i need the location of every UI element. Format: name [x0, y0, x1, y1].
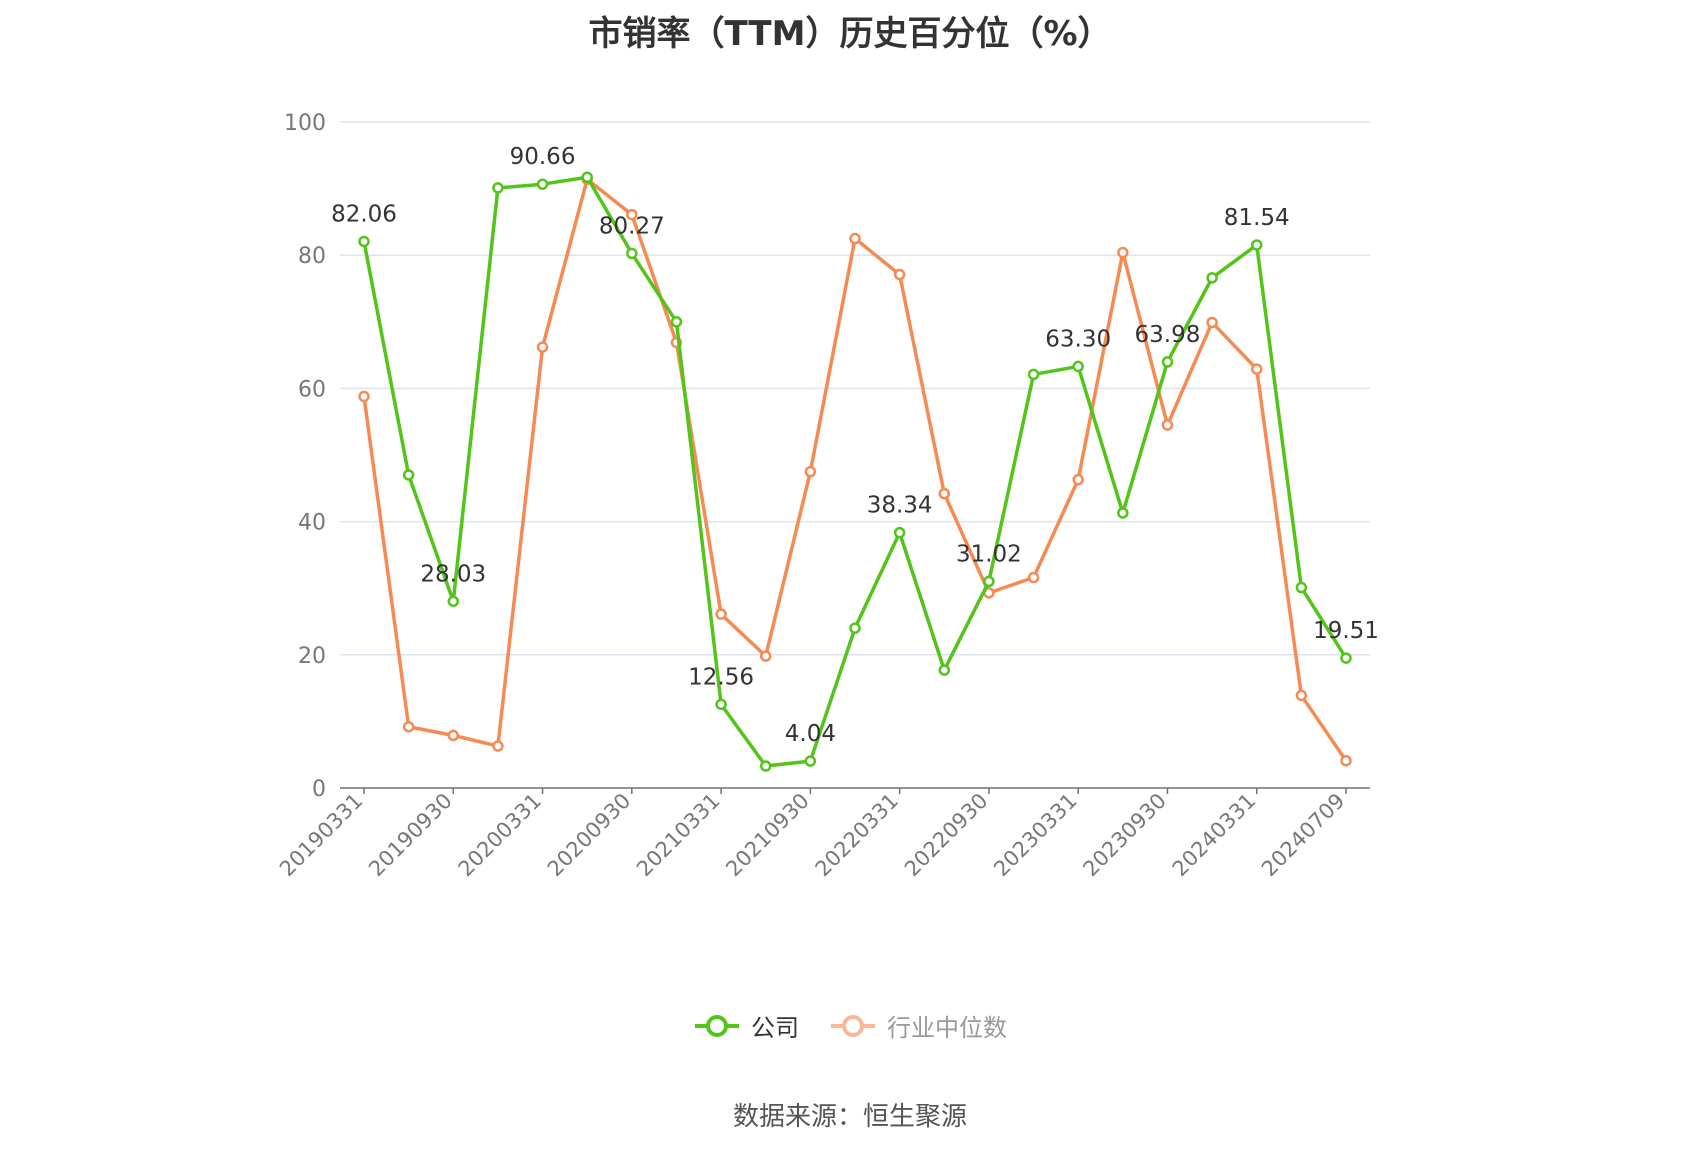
company-point: [759, 760, 772, 772]
legend-industry-label: 行业中位数: [887, 1014, 1007, 1042]
y-tick-label: 20: [298, 644, 326, 669]
axes: 0 20 40 60 80 100 2019033120190930202003312020…: [275, 111, 1370, 881]
legend-industry-marker-icon: [831, 1014, 875, 1037]
company-point: [670, 316, 683, 328]
company-point: [1206, 272, 1218, 284]
data-label: 63.98: [1135, 322, 1201, 348]
data-label: 12.56: [688, 664, 754, 690]
line-chart: 0 20 40 60 80 100 2019033120190930202003312020…: [275, 111, 1379, 881]
company-point: [402, 469, 415, 481]
industry-median-point: [1072, 473, 1084, 486]
data-label: 82.06: [331, 201, 397, 227]
industry-median-point: [804, 465, 817, 478]
company-point: [893, 526, 906, 539]
industry-median-point: [849, 232, 861, 245]
company-point: [358, 235, 370, 248]
data-label: 90.66: [510, 144, 576, 170]
data-label: 38.34: [867, 493, 933, 519]
y-tick-label: 60: [298, 377, 326, 402]
company-point: [1027, 368, 1040, 381]
company-point: [626, 247, 638, 260]
y-tick-label: 80: [298, 244, 326, 269]
x-tick-label: 20190331: [275, 789, 368, 882]
data-label: 31.02: [956, 541, 1022, 567]
series: [358, 171, 1352, 772]
industry-median-point: [938, 487, 951, 500]
company-point: [1117, 507, 1129, 519]
industry-median-point: [1027, 571, 1040, 584]
industry-median-point: [536, 341, 549, 353]
company-point: [1250, 239, 1263, 251]
company-point: [1072, 360, 1084, 373]
x-tick-label: 20190930: [364, 789, 457, 882]
industry-median-point: [626, 208, 638, 221]
industry-median-line: [362, 177, 1348, 762]
data-label: 80.27: [599, 213, 665, 239]
data-label: 4.04: [785, 721, 836, 747]
x-tick-label: 20230331: [989, 789, 1082, 882]
industry-median-point: [447, 729, 460, 742]
legend: 公司 行业中位数: [0, 1008, 1700, 1043]
company-point: [581, 171, 593, 184]
industry-median-point: [402, 720, 415, 733]
industry-median-point: [715, 608, 727, 620]
data-label: 28.03: [420, 561, 486, 587]
industry-median-point: [1340, 754, 1352, 767]
x-tick-label: 20220331: [811, 789, 904, 882]
industry-median-point: [893, 268, 906, 281]
data-labels: 82.06 28.03 90.66 80.27 12.56 4.04 38.34 31.02 6…: [331, 144, 1379, 747]
x-tick-label: 20240709: [1257, 789, 1350, 882]
industry-median-point: [492, 740, 504, 752]
x-tick-label: 20210331: [632, 789, 725, 882]
data-label: 19.51: [1313, 618, 1379, 644]
company-point: [447, 595, 460, 608]
company-point: [1340, 652, 1352, 664]
industry-median-point: [1117, 246, 1129, 259]
y-tick-label: 100: [284, 111, 326, 136]
industry-median-point: [1295, 689, 1308, 702]
y-tick-label: 0: [312, 777, 326, 802]
source-note: 数据来源：恒生聚源: [732, 1102, 967, 1132]
company-point: [1295, 581, 1308, 594]
x-tick-label: 20210930: [721, 789, 814, 882]
industry-median-point: [759, 650, 772, 662]
industry-median-point: [1161, 419, 1174, 431]
company-line: [362, 175, 1348, 768]
x-tick-label: 20200331: [454, 789, 547, 882]
company-point: [492, 182, 504, 194]
industry-median-point: [1250, 363, 1263, 375]
data-label: 63.30: [1045, 326, 1111, 352]
legend-item-industry-median[interactable]: 行业中位数: [829, 1008, 1007, 1043]
x-tick-label: 20230930: [1078, 789, 1171, 882]
chart-title: 市销率（TTM）历史百分位（%）: [588, 14, 1112, 54]
industry-median-point: [358, 390, 370, 403]
company-point: [804, 755, 817, 767]
company-point: [849, 622, 861, 634]
company-point: [536, 178, 549, 190]
industry-median-point: [1206, 316, 1218, 329]
data-label: 81.54: [1224, 205, 1290, 231]
legend-company-marker-icon: [695, 1014, 739, 1037]
x-tick-label: 20220930: [900, 789, 993, 882]
legend-item-company[interactable]: 公司: [693, 1008, 799, 1043]
company-point: [715, 698, 727, 711]
x-tick-label: 20200930: [543, 789, 636, 882]
company-point: [1161, 356, 1174, 368]
company-point: [938, 664, 951, 676]
x-tick-label: 20240331: [1168, 789, 1261, 882]
y-tick-label: 40: [298, 511, 326, 536]
company-point: [983, 575, 995, 588]
legend-company-label: 公司: [751, 1014, 799, 1042]
grid-lines: [340, 121, 1370, 656]
